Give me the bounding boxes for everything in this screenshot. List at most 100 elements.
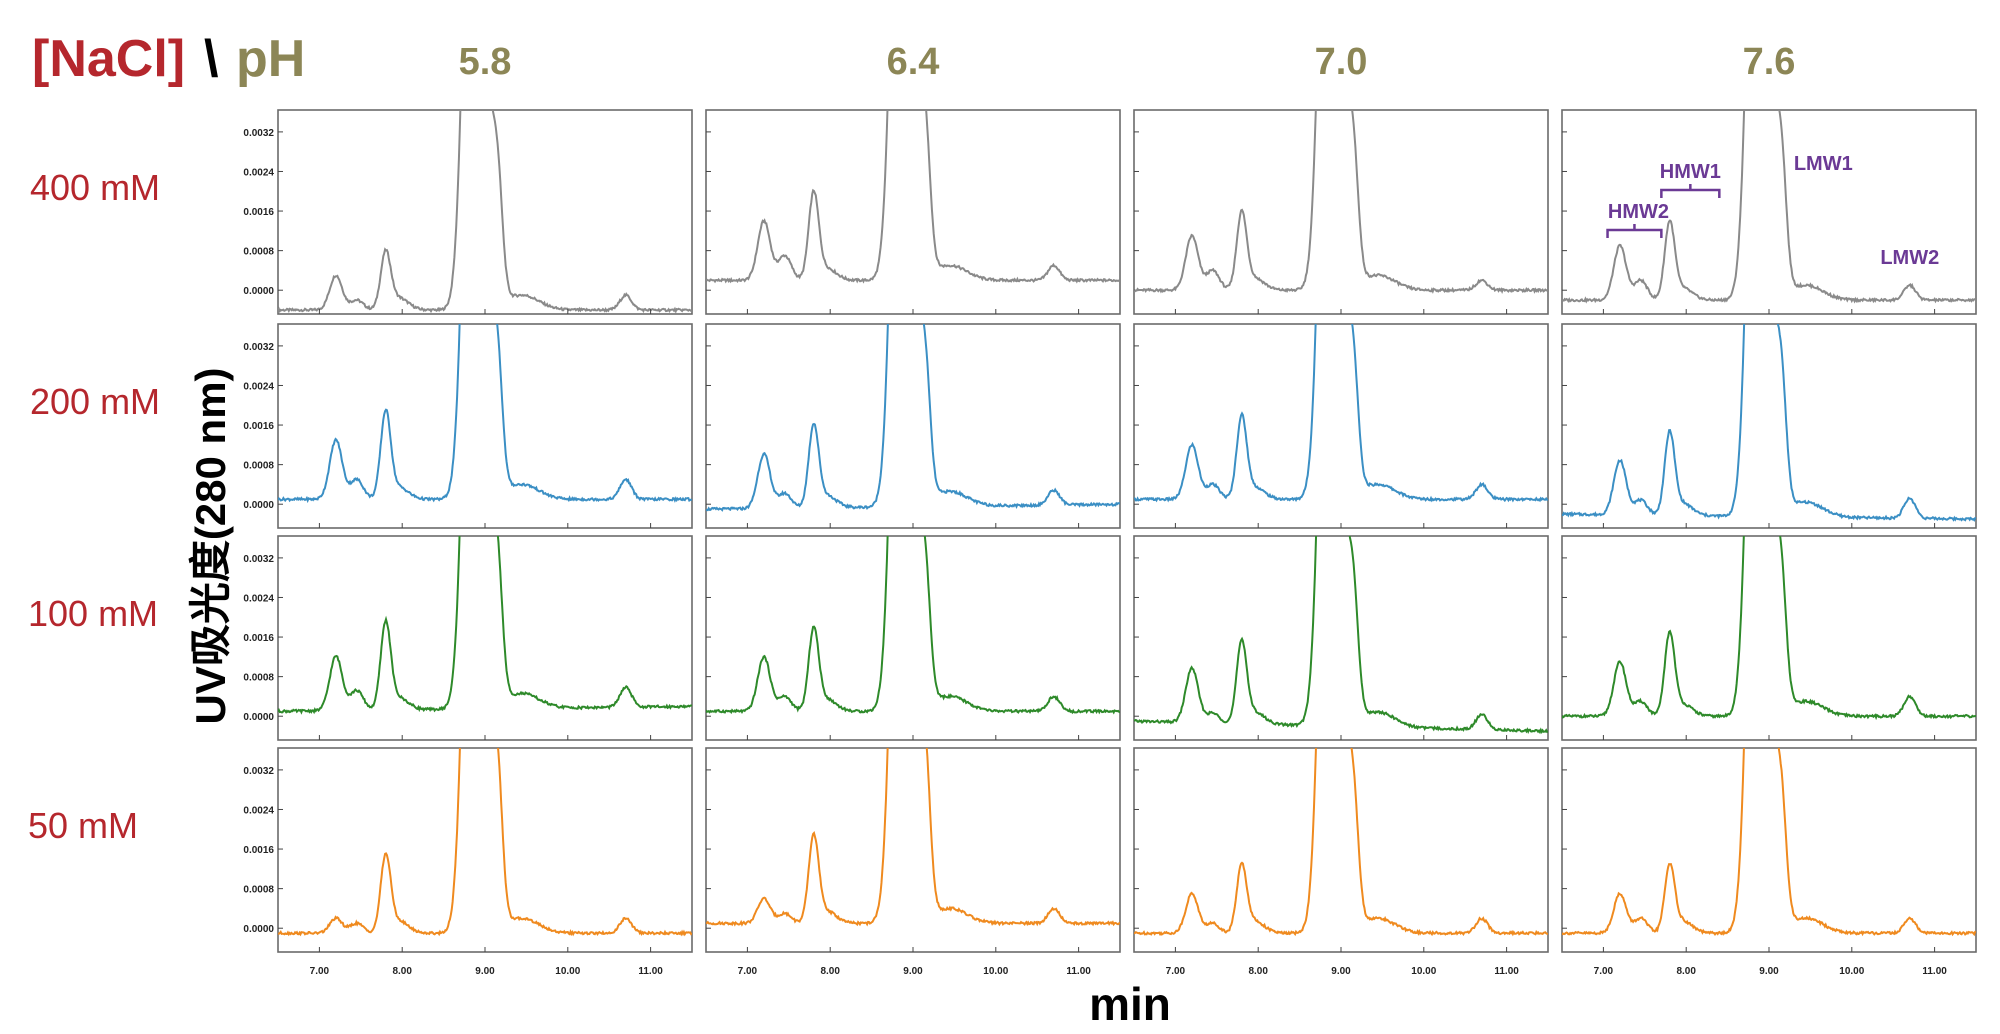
row-label: 400 mM bbox=[30, 167, 160, 208]
panel: 0.0000 0.0008 0.0016 0.0024 0.0032 bbox=[243, 535, 693, 741]
panel bbox=[1133, 535, 1549, 741]
x-tick-label: 9.00 bbox=[1331, 966, 1351, 977]
panel-frame bbox=[1561, 323, 1977, 529]
panel: 0.0000 0.0008 0.0016 0.0024 0.0032 bbox=[243, 323, 693, 529]
y-tick-label: 0.0024 bbox=[243, 805, 274, 816]
chromatogram-trace bbox=[1134, 110, 1548, 294]
y-tick-label: 0.0008 bbox=[243, 673, 274, 684]
hmw2-label: HMW2 bbox=[1608, 201, 1669, 223]
chromatogram-trace bbox=[1134, 324, 1548, 503]
chromatogram-trace bbox=[278, 536, 692, 715]
column-title: 5.8 bbox=[459, 41, 512, 83]
panel-frame bbox=[1133, 323, 1549, 529]
panel-frame bbox=[705, 535, 1121, 741]
panel bbox=[1561, 535, 1977, 741]
column-title: 7.6 bbox=[1743, 41, 1796, 83]
x-tick-label: 11.00 bbox=[638, 966, 663, 977]
panel-frame bbox=[705, 323, 1121, 529]
y-tick-label: 0.0000 bbox=[243, 712, 274, 723]
x-tick-label: 7.00 bbox=[738, 966, 758, 977]
lmw1-label: LMW1 bbox=[1794, 153, 1853, 175]
x-tick-label: 8.00 bbox=[392, 966, 412, 977]
x-tick-label: 7.00 bbox=[1166, 966, 1186, 977]
chromatogram-trace bbox=[278, 324, 692, 504]
panel-frame bbox=[1561, 535, 1977, 741]
chromatogram-trace bbox=[1562, 536, 1976, 721]
y-tick-label: 0.0016 bbox=[243, 633, 274, 644]
chromatogram-trace bbox=[706, 748, 1120, 927]
x-tick-label: 8.00 bbox=[1676, 966, 1696, 977]
y-tick-label: 0.0032 bbox=[243, 342, 274, 353]
panel bbox=[705, 109, 1121, 315]
panel bbox=[705, 535, 1121, 741]
x-tick-label: 7.00 bbox=[1594, 966, 1614, 977]
chromatogram-trace bbox=[706, 324, 1120, 512]
column-title: 7.0 bbox=[1315, 41, 1368, 83]
y-tick-label: 0.0016 bbox=[243, 845, 274, 856]
chromatogram-trace bbox=[706, 536, 1120, 715]
row-label: 200 mM bbox=[30, 381, 160, 422]
panel-frame bbox=[1133, 747, 1549, 953]
panel-frame bbox=[277, 323, 693, 529]
y-axis-label: UV吸光度(280 nm) bbox=[187, 367, 234, 724]
chromatogram-trace bbox=[1562, 324, 1976, 522]
y-tick-label: 0.0008 bbox=[243, 247, 274, 258]
hmw2-bracket bbox=[1606, 224, 1663, 238]
x-axis-label: min bbox=[1089, 978, 1171, 1030]
panel: 0.0000 0.0008 0.0016 0.0024 0.0032 bbox=[243, 747, 693, 953]
panel bbox=[1561, 747, 1977, 953]
nacl-header: [NaCl] bbox=[32, 30, 185, 88]
panel bbox=[1561, 109, 1977, 315]
chromatogram-trace bbox=[1134, 536, 1548, 735]
y-tick-label: 0.0032 bbox=[243, 128, 274, 139]
hmw1-bracket bbox=[1660, 184, 1721, 198]
x-tick-label: 11.00 bbox=[1922, 966, 1947, 977]
y-tick-label: 0.0032 bbox=[243, 766, 274, 777]
x-tick-label: 10.00 bbox=[555, 966, 580, 977]
panel bbox=[705, 323, 1121, 529]
panel-frame bbox=[277, 109, 693, 315]
row-labels: 400 mM 200 mM 100 mM 50 mM bbox=[28, 167, 160, 846]
panel bbox=[1133, 323, 1549, 529]
x-tick-label: 9.00 bbox=[475, 966, 495, 977]
lmw2-label: LMW2 bbox=[1880, 247, 1939, 269]
chromatogram-trace bbox=[1562, 110, 1976, 304]
chromatogram-trace bbox=[706, 110, 1120, 284]
chart-panels: 0.00000.00080.00160.00240.00320.00000.00… bbox=[243, 109, 1977, 953]
column-titles: 5.8 6.4 7.0 7.6 bbox=[459, 41, 1796, 83]
x-tick-label: 10.00 bbox=[983, 966, 1008, 977]
y-tick-label: 0.0016 bbox=[243, 207, 274, 218]
panel-frame bbox=[277, 535, 693, 741]
row-label: 50 mM bbox=[28, 805, 138, 846]
header-separator: \ bbox=[204, 30, 218, 88]
x-tick-label: 8.00 bbox=[820, 966, 840, 977]
ph-header: pH bbox=[236, 30, 305, 88]
y-tick-label: 0.0000 bbox=[243, 286, 274, 297]
y-tick-label: 0.0000 bbox=[243, 924, 274, 935]
y-tick-label: 0.0016 bbox=[243, 421, 274, 432]
hmw1-label: HMW1 bbox=[1660, 161, 1721, 183]
panel-frame bbox=[705, 747, 1121, 953]
x-tick-label: 11.00 bbox=[1066, 966, 1091, 977]
panel: 0.0000 0.0008 0.0016 0.0024 0.0032 bbox=[243, 109, 693, 315]
chromatogram-trace bbox=[1134, 748, 1548, 937]
x-tick-label: 11.00 bbox=[1494, 966, 1519, 977]
y-tick-label: 0.0000 bbox=[243, 500, 274, 511]
y-tick-label: 0.0024 bbox=[243, 167, 274, 178]
panel bbox=[1133, 747, 1549, 953]
chromatogram-trace bbox=[278, 110, 692, 314]
panel-frame bbox=[1133, 535, 1549, 741]
panel bbox=[1133, 109, 1549, 315]
panel bbox=[705, 747, 1121, 953]
x-tick-label: 9.00 bbox=[1759, 966, 1779, 977]
peak-annotations: HMW2 HMW1 LMW1 LMW2 bbox=[1606, 153, 1939, 269]
panel-frame bbox=[705, 109, 1121, 315]
row-label: 100 mM bbox=[28, 593, 158, 634]
y-tick-label: 0.0008 bbox=[243, 885, 274, 896]
chromatogram-trace bbox=[1562, 748, 1976, 937]
panel bbox=[1561, 323, 1977, 529]
x-tick-labels: 7.00 8.00 9.00 10.00 11.00 7.00 8.00 9.00 10.00 1… bbox=[310, 966, 1948, 977]
x-tick-label: 9.00 bbox=[903, 966, 923, 977]
y-tick-label: 0.0008 bbox=[243, 461, 274, 472]
